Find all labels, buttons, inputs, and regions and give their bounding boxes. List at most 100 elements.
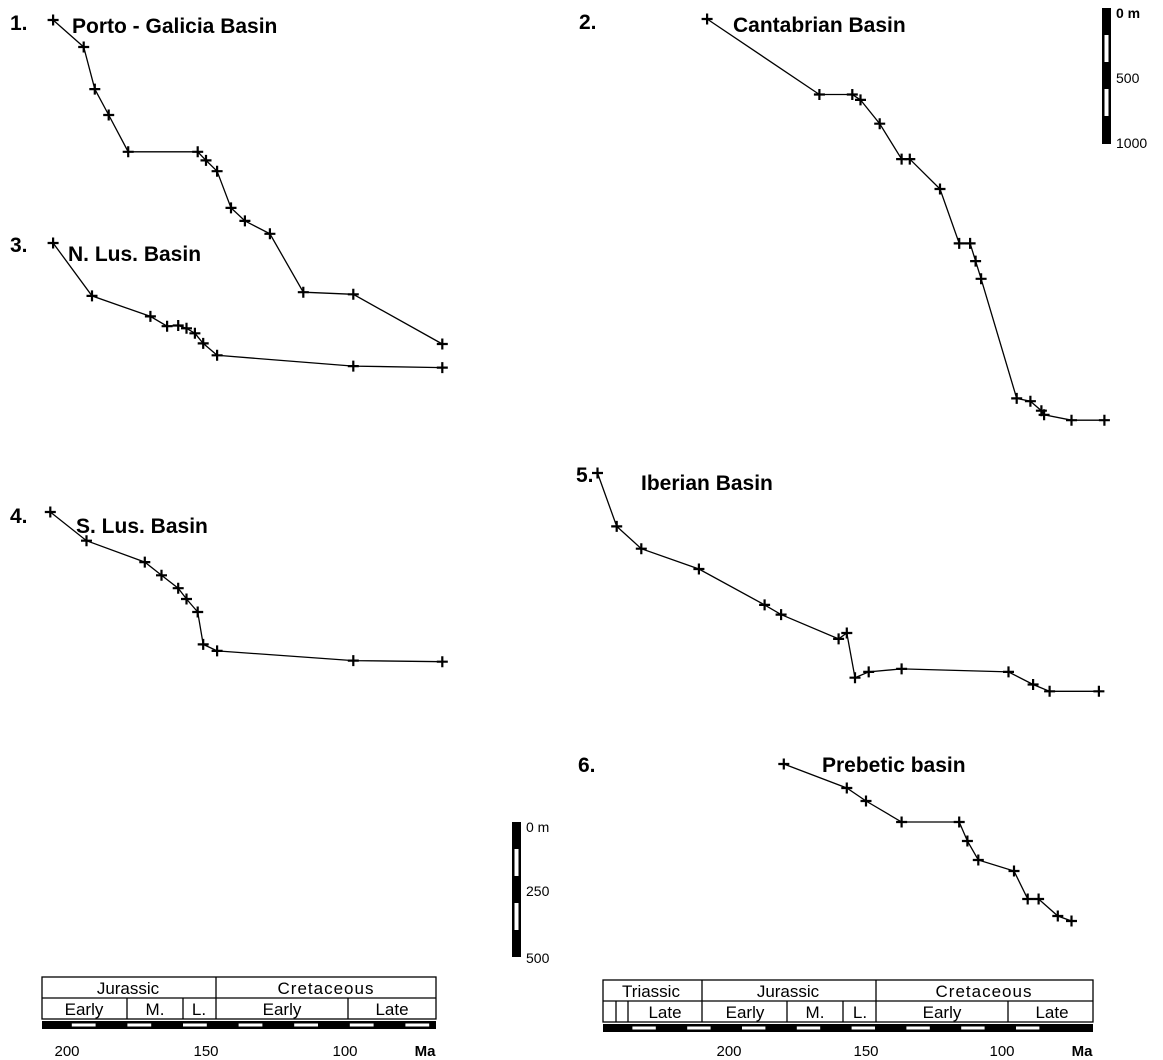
p1-data-point <box>264 228 276 240</box>
ruler-right-white-segment <box>961 1026 985 1030</box>
period-cretaceous-right: Cretaceous <box>936 982 1033 1001</box>
time-scale-right: Triassic Jurassic Cretaceous Late Early … <box>602 979 1094 1060</box>
ruler-left-white-segment <box>238 1023 263 1027</box>
p1-subsidence-line <box>52 19 443 345</box>
p5-data-point <box>896 663 908 675</box>
p4-data-point <box>44 506 56 518</box>
p3-data-point <box>144 310 156 322</box>
p5-data-point <box>1044 685 1056 697</box>
p1-data-point <box>239 215 251 227</box>
p5-data-point <box>592 467 603 479</box>
depth-label-0: 0 m <box>526 819 549 835</box>
time-ruler-right <box>603 1024 1093 1032</box>
time-unit-right: Ma <box>1072 1043 1093 1060</box>
p3-data-point <box>47 237 59 249</box>
epoch-late-jurassic-left: L. <box>192 1000 206 1019</box>
period-triassic-right: Triassic <box>622 982 680 1001</box>
depth-bar-large-gap-1 <box>1104 35 1109 62</box>
tick-200-right: 200 <box>716 1043 741 1060</box>
p5-data-point <box>1093 685 1105 697</box>
ruler-right-band <box>603 1024 1093 1032</box>
panel-4-title: S. Lus. Basin <box>76 515 208 538</box>
tick-200-left: 200 <box>54 1043 79 1060</box>
tick-150-right: 150 <box>853 1043 878 1060</box>
ruler-right-white-segment <box>742 1026 766 1030</box>
p2-data-point <box>970 255 982 267</box>
panel-4-number: 4. <box>10 505 28 528</box>
epoch-early-jurassic-right: Early <box>726 1003 765 1022</box>
depth-label-500m: 500 <box>1116 70 1140 86</box>
p6-data-point <box>961 835 973 847</box>
p1-data-point <box>436 338 448 350</box>
ruler-right-white-segment <box>796 1026 821 1030</box>
p3-data-point <box>172 320 184 331</box>
p6-data-point <box>1052 910 1064 922</box>
p5-data-point <box>833 633 845 645</box>
epoch-early-cretaceous-left: Early <box>263 1000 302 1019</box>
tick-100-left: 100 <box>332 1043 357 1060</box>
p6-data-point <box>1033 893 1045 905</box>
p3-data-point <box>211 349 223 361</box>
epoch-middle-jurassic-right: M. <box>806 1003 825 1022</box>
ruler-right-white-segment <box>906 1026 930 1030</box>
p5-data-point <box>759 599 771 611</box>
time-ruler-left <box>42 1021 436 1029</box>
p4-data-point <box>347 655 359 667</box>
p1-data-point <box>122 146 134 158</box>
panel-1-title: Porto - Galicia Basin <box>72 15 277 38</box>
epoch-early-jurassic-left: Early <box>65 1000 104 1019</box>
p6-data-point <box>841 782 853 794</box>
ruler-right-white-segment <box>632 1026 656 1030</box>
ruler-left-white-segment <box>71 1023 96 1027</box>
ruler-right-white-segment <box>1016 1026 1040 1030</box>
panel-1-number: 1. <box>10 12 28 35</box>
p5-data-point <box>841 627 853 639</box>
panel-2-number: 2. <box>579 11 597 34</box>
epoch-late-jurassic-right: L. <box>853 1003 867 1022</box>
p6-data-point <box>778 758 790 770</box>
p4-data-point <box>181 593 192 605</box>
panel-6-title: Prebetic basin <box>822 754 966 777</box>
p2-data-point <box>846 89 858 100</box>
p2-data-point <box>904 153 916 165</box>
p4-data-point <box>436 656 448 668</box>
p6-data-point <box>860 795 872 807</box>
p5-data-point <box>635 543 647 555</box>
p2-data-point <box>1024 395 1036 407</box>
p5-data-point <box>849 672 861 684</box>
p6-data-point <box>1008 865 1020 877</box>
p4-data-point <box>81 535 92 547</box>
p3-data-point <box>161 320 173 332</box>
p2-data-point <box>1038 409 1050 421</box>
p6-data-point <box>1022 893 1034 905</box>
period-jurassic-left: Jurassic <box>97 979 160 998</box>
tick-100-right: 100 <box>989 1043 1014 1060</box>
p1-data-point <box>211 165 223 177</box>
p2-data-point <box>953 237 965 249</box>
depth-label-1000m: 1000 <box>1116 135 1147 151</box>
ruler-left-white-segment <box>349 1023 374 1027</box>
period-jurassic-right: Jurassic <box>757 982 820 1001</box>
ruler-left-white-segment <box>127 1023 152 1027</box>
p4-data-point <box>197 638 209 650</box>
p5-data-point <box>1003 666 1014 678</box>
p3-data-point <box>436 362 448 374</box>
p6-data-point <box>896 816 908 828</box>
p4-data-point <box>156 569 167 581</box>
p4-data-point <box>139 556 151 568</box>
p4-data-point <box>192 606 204 618</box>
period-cretaceous-left: Cretaceous <box>278 979 375 998</box>
p5-subsidence-line <box>596 472 1099 692</box>
panel-2-title: Cantabrian Basin <box>733 14 906 37</box>
depth-bar-large <box>1102 8 1111 144</box>
p6-data-point <box>1066 915 1077 927</box>
p2-data-point <box>1011 392 1023 404</box>
p2-subsidence-line <box>706 18 1105 421</box>
ruler-left-white-segment <box>405 1023 430 1027</box>
p2-data-point <box>813 89 825 100</box>
panel-5-title: Iberian Basin <box>641 472 773 495</box>
p6-data-point <box>953 816 965 828</box>
depth-bar-large-gap-2 <box>1104 89 1109 116</box>
depth-label-500: 500 <box>526 950 550 966</box>
